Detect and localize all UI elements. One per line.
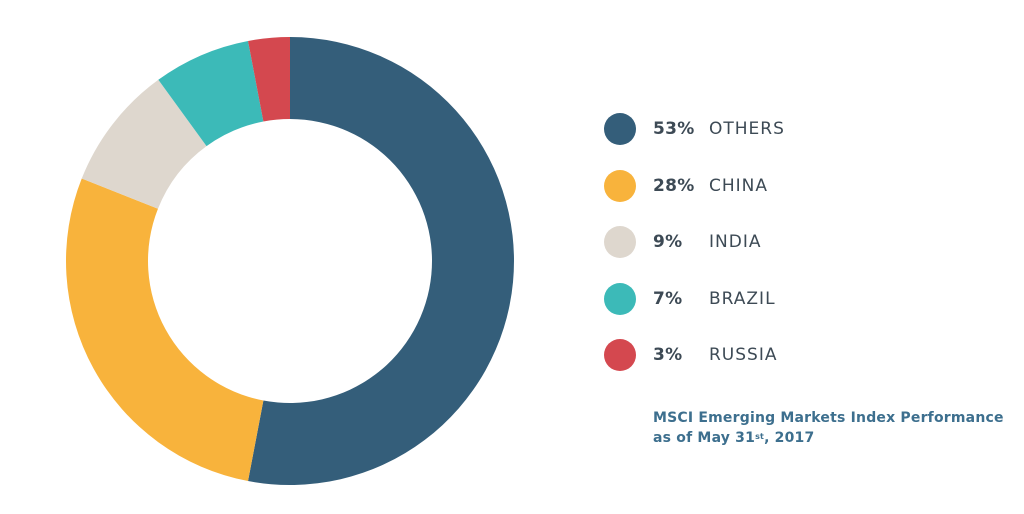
legend-pct-brazil: 7% [653,288,683,309]
legend-item-china: 28% CHINA [604,169,785,202]
donut-slice-others [248,37,514,485]
legend-item-russia: 3% RUSSIA [604,339,785,371]
legend-swatch-others [604,113,636,145]
donut-slice-india [81,79,207,209]
donut-chart [66,37,514,485]
legend-label-india: INDIA [709,232,762,252]
legend-label-others: OTHERS [709,119,785,139]
caption-date-suffix: , 2017 [764,430,815,446]
legend-pct-china: 28% [653,175,695,196]
caption-line-2: as of May 31st, 2017 [653,428,1004,448]
legend-swatch-brazil [604,282,636,315]
legend-label-russia: RUSSIA [709,345,778,365]
caption-line-1: MSCI Emerging Markets Index Performance [653,410,1004,426]
donut-slice-russia [248,37,290,122]
legend-item-others: 53% OTHERS [604,113,785,145]
legend-item-india: 9% INDIA [604,226,785,258]
caption-date-prefix: as of May 31 [653,430,756,446]
donut-slice-brazil [158,40,264,147]
legend-pct-india: 9% [653,232,683,252]
legend-item-brazil: 7% BRAZIL [604,282,785,315]
legend-label-brazil: BRAZIL [709,288,776,309]
chart-legend: 53% OTHERS 28% CHINA 9% INDIA 7% BRAZIL … [604,113,785,396]
caption-date-ordinal: st [755,432,765,441]
legend-pct-others: 53% [653,119,695,139]
legend-swatch-china [604,169,636,202]
legend-swatch-russia [604,339,636,371]
chart-caption: MSCI Emerging Markets Index Performance … [653,408,1004,448]
donut-slice-china [66,178,264,482]
legend-label-china: CHINA [709,175,769,196]
legend-pct-russia: 3% [653,345,683,365]
legend-swatch-india [604,226,636,258]
